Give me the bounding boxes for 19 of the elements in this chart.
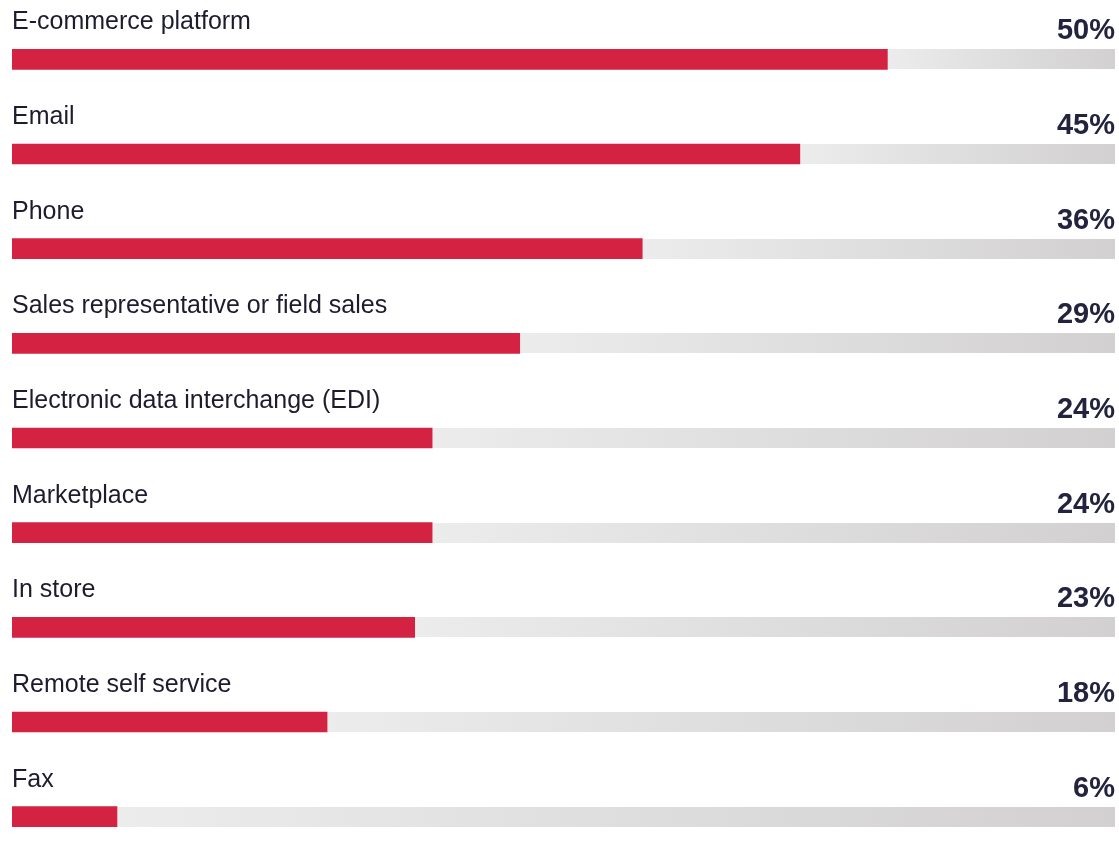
y-tick-label: In store <box>12 574 96 603</box>
y-tick-label: Remote self service <box>12 669 232 697</box>
data-label: 18% <box>1056 676 1116 708</box>
data-label: 23% <box>1056 581 1116 614</box>
data-label: 29% <box>1056 297 1116 330</box>
data-label: 36% <box>1056 202 1116 235</box>
y-tick-label: Phone <box>12 195 85 224</box>
data-label: 6% <box>1073 770 1116 803</box>
data-label: 45% <box>1056 108 1116 140</box>
y-tick-label: Email <box>12 101 75 129</box>
data-label: 24% <box>1056 486 1116 519</box>
y-tick-label: Sales representative or field sales <box>12 290 388 319</box>
data-label: 24% <box>1056 392 1116 424</box>
data-label: 50% <box>1056 13 1116 46</box>
y-tick-label: Electronic data interchange (EDI) <box>12 385 381 413</box>
y-tick-label: Marketplace <box>12 479 149 508</box>
bar <box>12 806 118 827</box>
y-tick-label: Fax <box>12 763 55 792</box>
y-tick-label: E-commerce platform <box>12 6 251 35</box>
